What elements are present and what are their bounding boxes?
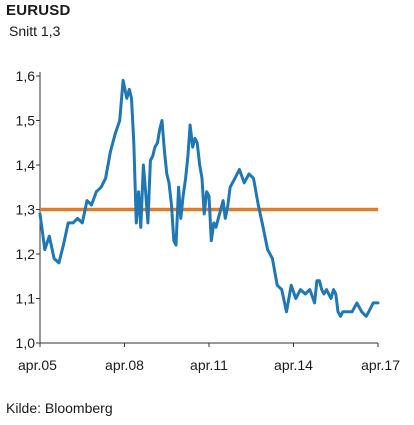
y-tick-label: 1,4 bbox=[16, 157, 36, 173]
x-tick-label: apr.05 bbox=[18, 357, 57, 373]
chart-title: EURUSD bbox=[6, 2, 71, 19]
y-axis: 1,0 1,1 1,2 1,3 1,4 1,5 1,6 bbox=[16, 68, 41, 351]
y-tick-label: 1,0 bbox=[16, 335, 36, 351]
y-tick-label: 1,6 bbox=[16, 68, 36, 84]
y-tick-label: 1,5 bbox=[16, 113, 36, 129]
y-tick-label: 1,1 bbox=[16, 291, 36, 307]
y-tick-label: 1,3 bbox=[16, 202, 36, 218]
chart-subtitle: Snitt 1,3 bbox=[9, 23, 61, 39]
x-axis: apr.05 apr.08 apr.11 apr.14 apr.17 bbox=[18, 342, 400, 373]
series-group bbox=[38, 78, 380, 318]
source-note: Kilde: Bloomberg bbox=[6, 400, 113, 416]
y-tick-label: 1,2 bbox=[16, 246, 36, 262]
x-tick-label: apr.17 bbox=[361, 357, 400, 373]
x-tick-label: apr.11 bbox=[190, 357, 228, 373]
series-line-eurusd bbox=[38, 78, 380, 318]
x-tick-label: apr.08 bbox=[105, 357, 144, 373]
x-tick-label: apr.14 bbox=[274, 357, 313, 373]
